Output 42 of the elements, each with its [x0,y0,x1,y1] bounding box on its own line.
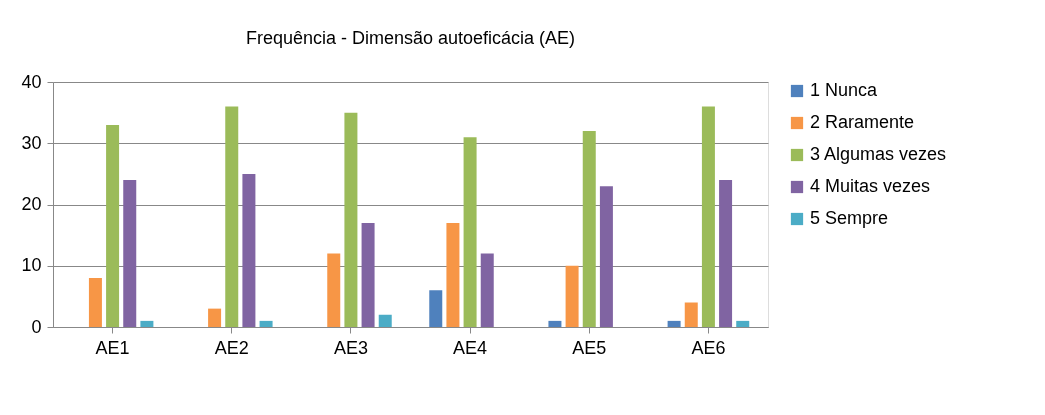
x-tick-label: AE5 [572,337,607,358]
chart-title: Frequência - Dimensão autoeficácia (AE) [245,28,576,48]
bar [242,173,256,327]
bar [344,112,358,327]
bar [565,265,579,327]
bar [259,320,273,327]
bar [548,320,562,327]
x-tick-label: AE6 [691,337,726,358]
bar [701,106,715,327]
bar [327,253,341,327]
legend-label: 5 Sempre [810,208,889,228]
x-tick-label: AE2 [214,337,249,358]
x-tick-label: AE1 [95,337,130,358]
bar [140,320,154,327]
legend-label: 3 Algumas vezes [810,144,947,164]
bar [446,222,460,327]
y-tick-label: 20 [21,194,42,214]
bar [667,320,681,327]
legend-label: 4 Muitas vezes [810,176,931,196]
bar [429,290,443,327]
y-tick-label: 10 [21,255,42,276]
x-tick-label: AE3 [333,337,368,358]
x-tick-label: AE4 [453,337,488,358]
bar [88,278,102,327]
bar [361,222,375,327]
y-tick-label: 40 [21,71,42,92]
bar [208,308,222,327]
legend-label: 2 Raramente [810,112,915,132]
bar [480,253,494,327]
y-tick-label: 0 [31,316,42,337]
bar [106,124,120,327]
bar [378,314,392,327]
bar [123,180,137,327]
y-tick-label: 30 [21,132,42,153]
bar [463,137,477,327]
bar [736,320,750,327]
bar [582,131,596,327]
bar [684,302,698,327]
legend-label: 1 Nunca [810,80,879,100]
bar [225,106,239,327]
bar [599,186,613,327]
bar [719,180,733,327]
